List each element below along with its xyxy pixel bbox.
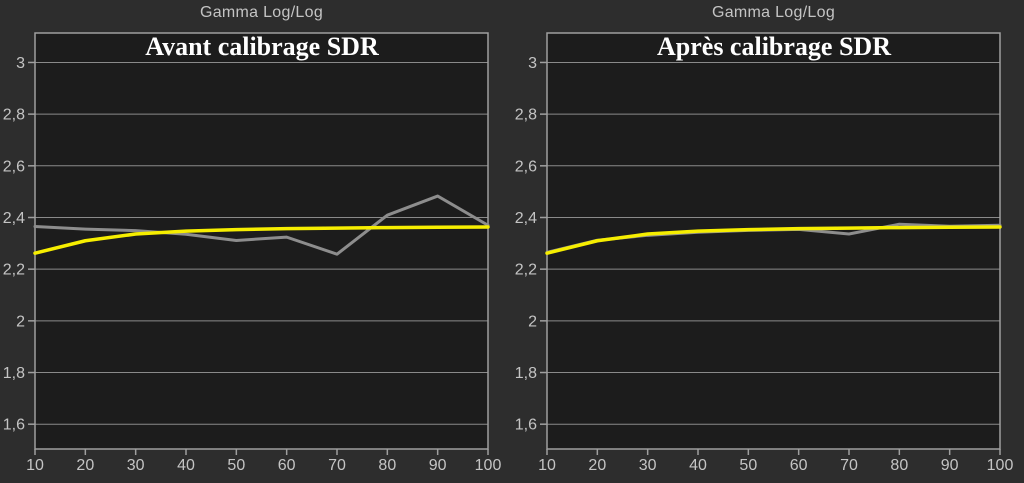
chart-header: Gamma Log/Log	[711, 4, 836, 21]
x-tick-label: 90	[941, 457, 959, 474]
x-tick-label: 30	[127, 457, 145, 474]
y-tick-label: 3	[528, 55, 537, 72]
y-tick-label: 2	[528, 313, 537, 330]
series-gamma-reference	[33, 225, 490, 255]
x-tick-label: 80	[890, 457, 908, 474]
x-tick-label: 60	[790, 457, 808, 474]
x-tick-label: 50	[227, 457, 245, 474]
y-tick-label: 2,2	[3, 262, 25, 279]
x-tick-label: 70	[328, 457, 346, 474]
y-tick-label: 1,8	[515, 365, 537, 382]
plot-area	[35, 33, 488, 449]
chart-header: Gamma Log/Log	[199, 4, 324, 21]
x-tick-label: 20	[76, 457, 94, 474]
y-tick-label: 2,4	[3, 210, 25, 227]
x-tick-label: 90	[429, 457, 447, 474]
plot-avant: 3 2,8 2,6 2,4 2,2 2 1,8 1,6 10 20 30 40 50 60 70 80 90 10…	[3, 32, 502, 474]
x-tick-label: 60	[278, 457, 296, 474]
x-tick-label: 50	[739, 457, 757, 474]
x-tick-label: 100	[987, 457, 1014, 474]
plot-apres: 3 2,8 2,6 2,4 2,2 2 1,8 1,6 10 20 30 40 50 60 70 80 90 10…	[515, 32, 1014, 474]
y-tick-label: 1,8	[3, 365, 25, 382]
y-tick-label: 2	[16, 313, 25, 330]
plot-border	[546, 32, 1001, 450]
series-gamma-reference	[545, 225, 1002, 255]
x-tick-label: 70	[840, 457, 858, 474]
y-tick-label: 2,4	[515, 210, 537, 227]
y-tick-label: 1,6	[515, 417, 537, 434]
y-tick-label: 2,8	[515, 107, 537, 124]
x-tick-label: 40	[177, 457, 195, 474]
y-tick-label: 2,6	[3, 158, 25, 175]
plot-area	[547, 33, 1000, 449]
x-tick-label: 100	[475, 457, 502, 474]
plot-border	[34, 32, 489, 450]
x-tick-label: 10	[538, 457, 556, 474]
x-tick-label: 10	[26, 457, 44, 474]
y-tick-label: 2,2	[515, 262, 537, 279]
chart-title: Après calibrage SDR	[657, 32, 891, 61]
x-tick-label: 20	[588, 457, 606, 474]
y-tick-label: 2,8	[3, 107, 25, 124]
x-tick-label: 80	[378, 457, 396, 474]
chart-apres-calibrage: 3 2,8 2,6 2,4 2,2 2 1,8 1,6 10 20 30 40 50 60 70 80 90 10…	[512, 0, 1024, 483]
y-tick-label: 1,6	[3, 417, 25, 434]
chart-title: Avant calibrage SDR	[145, 32, 379, 61]
series-gamma-mesure	[33, 194, 490, 256]
chart-avant-calibrage: 3 2,8 2,6 2,4 2,2 2 1,8 1,6 10 20 30 40 50 60 70 80 90 10…	[3, 4, 502, 474]
x-tick-label: 30	[639, 457, 657, 474]
y-tick-label: 3	[16, 55, 25, 72]
y-tick-label: 2,6	[515, 158, 537, 175]
x-tick-label: 40	[689, 457, 707, 474]
